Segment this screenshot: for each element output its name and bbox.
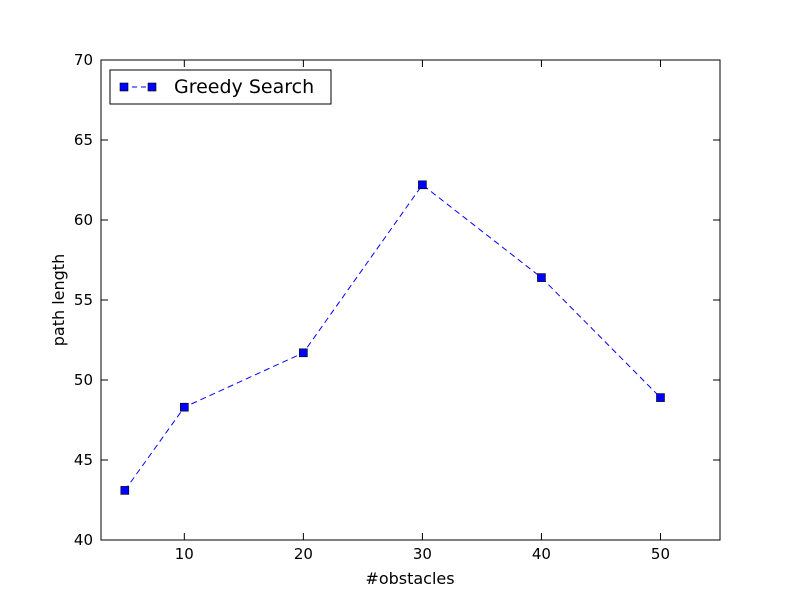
series-layer: [120, 180, 665, 495]
y-tick-label: 55: [74, 291, 93, 309]
y-tick-label: 40: [74, 531, 93, 549]
y-tick-label: 65: [74, 131, 93, 149]
data-point-marker: [180, 402, 189, 412]
plot-area: [101, 60, 720, 540]
data-point-marker: [299, 348, 308, 358]
y-tick-label: 45: [74, 451, 93, 469]
x-tick-label: 20: [294, 545, 313, 563]
x-tick-label: 30: [413, 545, 432, 563]
data-point-marker: [120, 486, 130, 495]
x-axis-label: #obstacles: [365, 569, 454, 588]
legend: Greedy Search: [109, 69, 332, 105]
legend-box: [109, 69, 332, 105]
data-point-marker: [418, 180, 427, 190]
y-tick-label: 60: [74, 211, 93, 229]
x-tick-label: 10: [175, 545, 194, 563]
series-line-0: [124, 184, 661, 491]
data-point-marker: [656, 393, 665, 402]
legend-marker-left: [119, 82, 129, 92]
legend-label: Greedy Search: [174, 76, 314, 98]
plot-frame: [100, 59, 721, 541]
x-tick-label: 50: [651, 545, 670, 563]
y-axis-label: path length: [49, 254, 68, 346]
data-point-marker: [537, 273, 546, 282]
y-tick-label: 50: [74, 371, 93, 389]
x-tick-label: 40: [532, 545, 551, 563]
axis-ticks: 10 20 30 40 50 40 45 50 55 60 65 70: [74, 51, 720, 563]
y-tick-label: 70: [74, 51, 93, 69]
legend-marker-right: [147, 82, 157, 92]
